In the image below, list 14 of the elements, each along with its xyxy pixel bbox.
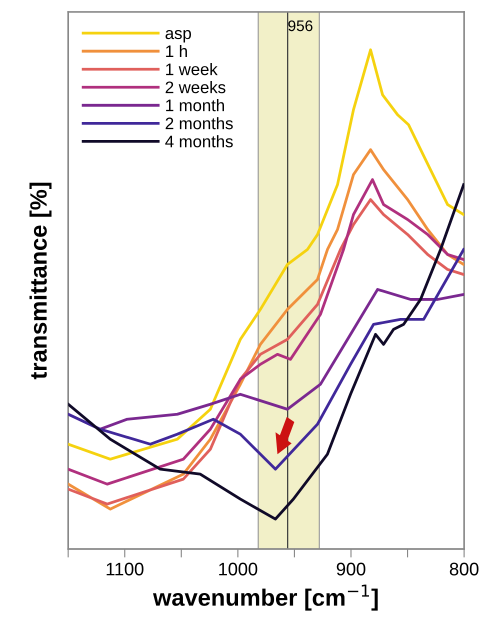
legend-label: asp [166,30,192,42]
x-tick-label: 800 [450,562,478,576]
legend-label: 1 month [166,99,224,112]
legend-label: 2 months [166,117,233,130]
ref-line-label: 956 [288,20,312,32]
x-tick-label: 900 [336,562,366,576]
legend-label: 1 h [166,44,187,58]
legend-label: 2 weeks [166,81,226,94]
y-axis-title: transmittance [%] [30,182,52,380]
x-axis-title: wavenumber [cm$^{−1}$] [152,584,378,611]
legend-label: 1 week [166,62,218,76]
x-tick-label: 1100 [106,562,144,576]
legend-label: 4 months [165,135,233,148]
x-tick-label: 1000 [219,562,258,576]
